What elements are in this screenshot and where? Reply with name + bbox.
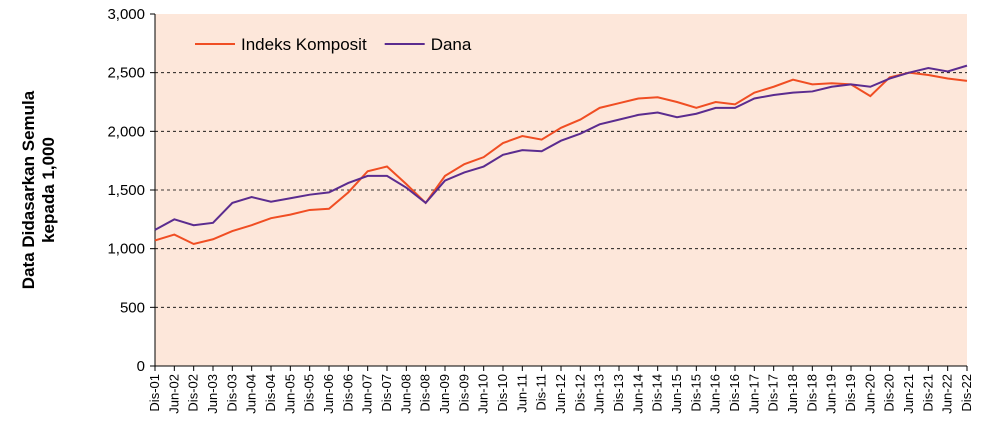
x-tick-label: Jun-04 [244, 374, 259, 414]
x-tick-label: Dis-14 [650, 374, 665, 412]
x-tick-label: Dis-22 [959, 374, 974, 412]
y-tick-label: 0 [137, 358, 145, 375]
x-tick-label: Jun-22 [940, 374, 955, 414]
x-tick-label: Dis-18 [804, 374, 819, 412]
x-tick-label: Dis-09 [456, 374, 471, 412]
x-tick-label: Dis-12 [572, 374, 587, 412]
x-tick-label: Dis-15 [688, 374, 703, 412]
x-tick-label: Dis-13 [611, 374, 626, 412]
x-tick-label: Jun-10 [476, 374, 491, 414]
x-tick-label: Dis-10 [495, 374, 510, 412]
y-tick-label: 1,000 [107, 241, 145, 258]
plot-background [155, 14, 967, 366]
x-tick-label: Jun-12 [553, 374, 568, 414]
x-tick-label: Jun-07 [360, 374, 375, 414]
x-tick-label: Dis-01 [147, 374, 162, 412]
x-tick-label: Jun-03 [205, 374, 220, 414]
x-tick-label: Jun-14 [630, 374, 645, 414]
y-axis-label: Data Didasarkan Semula kepada 1,000 [19, 90, 58, 289]
y-tick-label: 3,000 [107, 6, 145, 23]
x-tick-label: Dis-21 [920, 374, 935, 412]
legend-label: Indeks Komposit [241, 35, 367, 54]
y-tick-label: 500 [120, 299, 145, 316]
x-tick-label: Jun-20 [862, 374, 877, 414]
x-tick-label: Jun-13 [592, 374, 607, 414]
x-tick-label: Jun-15 [669, 374, 684, 414]
x-tick-label: Dis-06 [340, 374, 355, 412]
x-tick-label: Dis-20 [882, 374, 897, 412]
x-tick-label: Dis-04 [263, 374, 278, 412]
x-tick-label: Jun-19 [824, 374, 839, 414]
series-line [154, 71, 968, 246]
y-tick-label: 1,500 [107, 182, 145, 199]
x-tick-label: Jun-17 [746, 374, 761, 414]
x-tick-label: Dis-16 [727, 374, 742, 412]
x-tick-label: Dis-03 [224, 374, 239, 412]
x-tick-label: Dis-05 [302, 374, 317, 412]
legend-label: Dana [431, 35, 472, 54]
x-tick-label: Dis-19 [843, 374, 858, 412]
y-tick-label: 2,000 [107, 123, 145, 140]
x-tick-label: Jun-06 [321, 374, 336, 414]
x-tick-label: Jun-11 [514, 374, 529, 413]
x-tick-label: Dis-17 [766, 374, 781, 412]
x-tick-label: Dis-02 [186, 374, 201, 412]
x-tick-label: Jun-16 [708, 374, 723, 414]
y-axis-label-line: Data Didasarkan Semula [19, 90, 38, 289]
y-tick-label: 2,500 [107, 65, 145, 82]
x-tick-label: Jun-02 [166, 374, 181, 414]
x-tick-label: Jun-18 [785, 374, 800, 414]
x-tick-label: Jun-21 [901, 374, 916, 414]
x-tick-label: Jun-08 [398, 374, 413, 414]
x-tick-label: Dis-08 [418, 374, 433, 412]
x-tick-label: Dis-07 [379, 374, 394, 412]
series-line [154, 64, 968, 231]
x-tick-label: Jun-09 [437, 374, 452, 414]
x-tick-label: Jun-05 [282, 374, 297, 414]
x-tick-label: Dis-11 [534, 374, 549, 411]
y-axis-label-line: kepada 1,000 [39, 137, 58, 243]
